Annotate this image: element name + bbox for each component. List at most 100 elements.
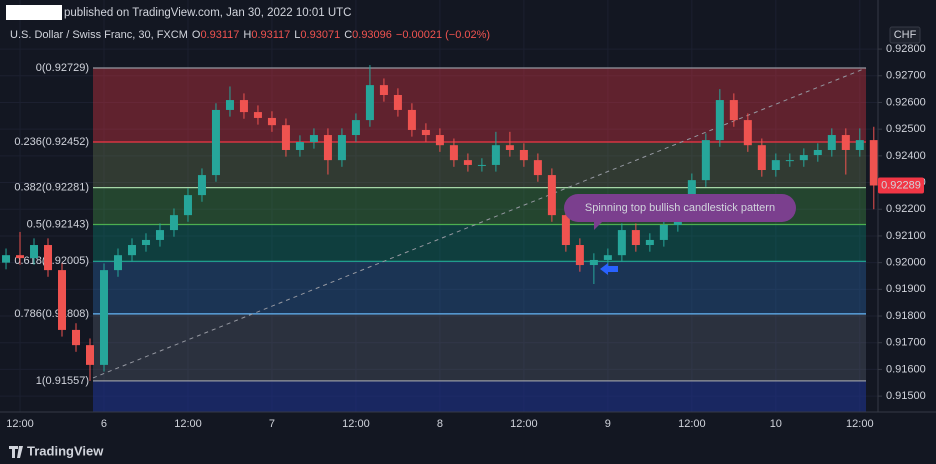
- candle-body: [58, 270, 67, 330]
- y-tick-label: 0.92200: [886, 203, 926, 215]
- candle-body: [253, 112, 262, 118]
- trend-line: [92, 67, 867, 379]
- legend: U.S. Dollar / Swiss Franc, 30, FXCM O0.93…: [10, 29, 490, 41]
- x-tick-label: 12:00: [6, 418, 34, 430]
- candle-body: [141, 239, 150, 246]
- y-tick-label: 0.92400: [886, 150, 926, 162]
- candle-body: [2, 255, 11, 263]
- candle-body: [729, 100, 738, 121]
- publisher: published on TradingView.com, Jan 30, 20…: [64, 7, 351, 19]
- candle-body: [337, 135, 346, 161]
- candle-body: [841, 135, 850, 150]
- candle-body: [379, 85, 388, 95]
- price-tag: [878, 177, 924, 194]
- candle-body: [435, 135, 444, 146]
- fib-label: 0(0.92729): [36, 62, 89, 74]
- fib-label: 0.5(0.92143): [27, 218, 89, 230]
- plot: 0(0.92729) 0.236(0.92452) 0.382(0.92281) 0.…: [0, 0, 878, 412]
- candle-body: [99, 270, 108, 365]
- y-tick-label: 0.91500: [886, 390, 926, 402]
- x-tick-label: 6: [101, 418, 107, 430]
- candle-body: [813, 149, 822, 156]
- candle-body: [407, 109, 416, 130]
- legend-item: −0.00021 (−0.02%): [396, 29, 490, 41]
- candle-body: [44, 245, 53, 271]
- candle-body: [533, 160, 542, 176]
- x-tick-label: 7: [269, 418, 275, 430]
- y-tick-label: 0.91900: [886, 283, 926, 295]
- x-tick-label: 12:00: [174, 418, 202, 430]
- candle-body: [785, 160, 794, 162]
- legend-item: O: [192, 29, 201, 41]
- candle-body: [421, 129, 430, 136]
- candle-body: [617, 230, 626, 256]
- legend-item: 0.93071: [300, 29, 340, 41]
- fib-label: 0.236(0.92452): [14, 136, 89, 148]
- candle-body: [561, 215, 570, 246]
- candle-body: [309, 135, 318, 142]
- fib-label: 1(0.91557): [36, 375, 89, 387]
- x-tick-label: 8: [437, 418, 443, 430]
- currency: CHF: [894, 29, 917, 41]
- candle-body: [155, 230, 164, 240]
- price-tag-label: 0.92289: [881, 179, 921, 191]
- annotation-bubble: [564, 194, 796, 230]
- fib-band: [93, 380, 866, 412]
- legend-item: C: [344, 29, 352, 41]
- candle-body: [463, 160, 472, 165]
- logo: [9, 446, 23, 458]
- candle-body: [701, 140, 710, 181]
- y-tick-label: 0.91800: [886, 310, 926, 322]
- candle-body: [211, 109, 220, 176]
- y-tick-label: 0.92100: [886, 230, 926, 242]
- redaction: [6, 5, 62, 20]
- candle-body: [687, 180, 696, 205]
- candle-body: [799, 155, 808, 161]
- candle-body: [869, 140, 878, 186]
- candle-body: [491, 145, 500, 165]
- candle-body: [323, 135, 332, 161]
- candle-body: [239, 100, 248, 113]
- candle-body: [365, 85, 374, 121]
- candle-body: [659, 225, 668, 240]
- candle-body: [30, 245, 39, 259]
- fib-band: [93, 261, 866, 314]
- legend-item: 0.93117: [200, 29, 239, 41]
- currency-box: [889, 26, 921, 44]
- candle-body: [575, 245, 584, 266]
- candle-body: [855, 140, 864, 150]
- y-tick-label: 0.92700: [886, 70, 926, 82]
- brand: TradingView: [27, 443, 104, 458]
- candle-body: [281, 125, 290, 150]
- legend-item: U.S. Dollar / Swiss Franc, 30, FXCM: [10, 29, 188, 41]
- y-tick-label: 0.91600: [886, 363, 926, 375]
- fib-band: [93, 224, 866, 262]
- annotation: Spinning top bullish candlestick pattern: [585, 202, 775, 214]
- candle-body: [477, 164, 486, 166]
- candle-body: [197, 175, 206, 196]
- candle-body: [645, 239, 654, 246]
- candle-body: [225, 100, 234, 110]
- y-tick-label: 0.92600: [886, 96, 926, 108]
- candle-body: [603, 255, 612, 260]
- candle-body: [183, 195, 192, 216]
- candle-body: [16, 255, 25, 259]
- candle-body: [631, 230, 640, 246]
- candle-body: [757, 145, 766, 171]
- x-tick-label: 10: [770, 418, 782, 430]
- candle-body: [295, 141, 304, 150]
- candle-body: [267, 117, 276, 126]
- arrow: [600, 263, 618, 275]
- candle-body: [393, 94, 402, 110]
- candle-body: [771, 160, 780, 171]
- candle-body: [519, 149, 528, 161]
- candle-body: [743, 120, 752, 146]
- x-tick-label: 12:00: [846, 418, 874, 430]
- x-tick-label: 12:00: [510, 418, 538, 430]
- legend-item: 0.93096: [352, 29, 392, 41]
- candle-body: [715, 100, 724, 141]
- legend-item: L: [294, 29, 300, 41]
- candle-body: [827, 135, 836, 150]
- candle-body: [85, 345, 94, 365]
